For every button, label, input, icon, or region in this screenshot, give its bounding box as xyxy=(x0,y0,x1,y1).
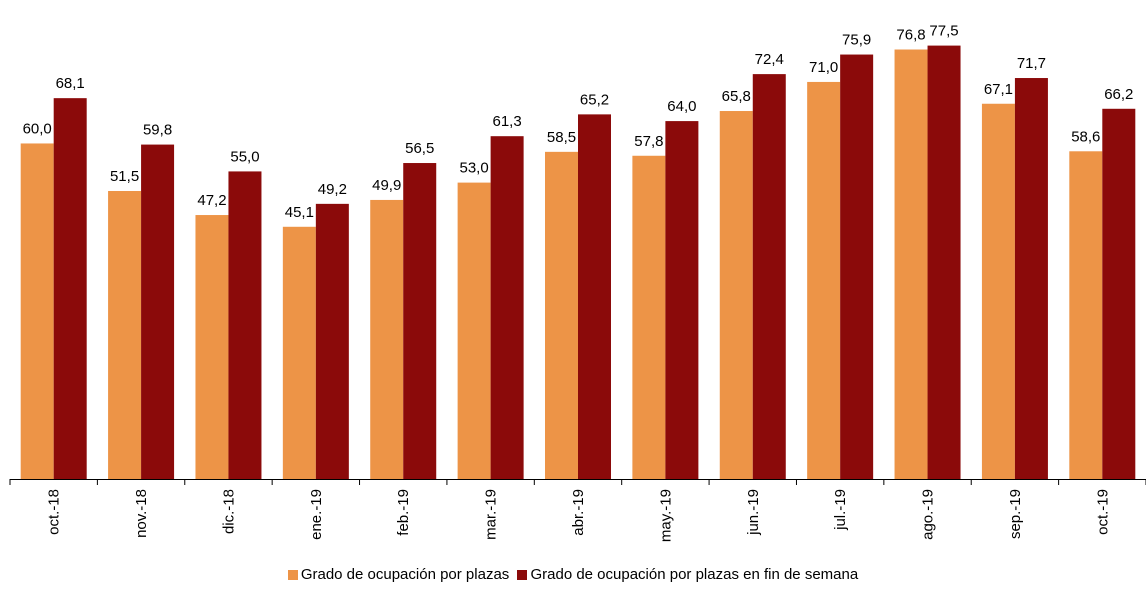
x-tick-label-11: sep.-19 xyxy=(1007,489,1024,539)
bar-fin-de-semana-0 xyxy=(53,98,87,479)
x-tick-label-0: oct.-18 xyxy=(46,489,63,535)
x-tick-label-3: ene.-19 xyxy=(308,489,325,540)
bar-fin-de-semana-11 xyxy=(1014,78,1048,480)
data-label-plazas-8: 65,8 xyxy=(722,88,751,105)
data-label-plazas-0: 60,0 xyxy=(23,120,52,137)
bar-plazas-5 xyxy=(457,182,491,479)
x-tick-label-6: abr.-19 xyxy=(570,489,587,536)
data-labels-group: 60,0 68,1 51,5 59,8 47,2 55,0 45,149,2 49,9 56,5… xyxy=(23,23,1134,221)
bar-fin-de-semana-8 xyxy=(752,74,786,479)
bar-fin-de-semana-3 xyxy=(315,203,349,479)
x-tick-label-2: dic.-18 xyxy=(220,489,237,534)
bar-plazas-8 xyxy=(719,111,753,480)
bar-plazas-3 xyxy=(282,226,316,479)
legend-item-plazas: Grado de ocupación por plazas xyxy=(287,566,510,583)
x-axis xyxy=(9,479,1146,485)
bar-plazas-7 xyxy=(632,155,666,479)
data-label-fin-de-semana-8: 72,4 xyxy=(755,51,784,68)
data-label-fin-de-semana-10: 77,5 xyxy=(929,23,958,40)
data-label-fin-de-semana-3: 49,2 xyxy=(318,181,347,198)
x-tick-label-1: nov.-18 xyxy=(133,489,150,538)
data-label-fin-de-semana-7: 64,0 xyxy=(667,98,696,115)
bar-fin-de-semana-1 xyxy=(141,144,175,479)
data-label-fin-de-semana-2: 55,0 xyxy=(230,148,259,165)
data-label-plazas-1: 51,5 xyxy=(110,168,139,185)
data-label-plazas-10: 76,8 xyxy=(896,27,925,44)
bar-plazas-1 xyxy=(108,190,142,479)
data-label-fin-de-semana-5: 61,3 xyxy=(493,113,522,130)
bar-fin-de-semana-4 xyxy=(403,163,437,479)
x-tick-label-5: mar.-19 xyxy=(483,489,500,540)
bar-fin-de-semana-6 xyxy=(578,114,611,479)
bars-group xyxy=(20,45,1136,480)
bar-plazas-6 xyxy=(545,151,578,479)
bar-plazas-9 xyxy=(807,81,841,479)
bar-fin-de-semana-7 xyxy=(665,121,699,479)
data-label-fin-de-semana-1: 59,8 xyxy=(143,122,172,139)
x-tick-label-12: oct.-19 xyxy=(1094,489,1111,535)
data-label-plazas-9: 71,0 xyxy=(809,59,838,76)
data-label-fin-de-semana-6: 65,2 xyxy=(580,91,609,108)
bar-plazas-12 xyxy=(1069,151,1103,479)
x-tick-label-9: jul.-19 xyxy=(832,489,849,531)
legend-label-plazas: Grado de ocupación por plazas xyxy=(300,566,510,583)
bar-fin-de-semana-5 xyxy=(490,136,524,479)
x-tick-labels: oct.-18 nov.-18 dic.-18 ene.-19 feb.-19 mar.-… xyxy=(46,489,1112,542)
data-label-plazas-3: 45,1 xyxy=(285,204,314,221)
bar-plazas-10 xyxy=(894,49,928,479)
data-label-plazas-7: 57,8 xyxy=(634,133,663,150)
data-label-fin-de-semana-11: 71,7 xyxy=(1017,55,1046,72)
bar-plazas-0 xyxy=(20,143,54,479)
data-label-plazas-6: 58,5 xyxy=(547,129,576,146)
data-label-fin-de-semana-12: 66,2 xyxy=(1104,86,1133,103)
legend-item-fin-de-semana: Grado de ocupación por plazas en fin de … xyxy=(517,566,858,583)
data-label-plazas-5: 53,0 xyxy=(460,160,489,177)
x-tick-label-10: ago.-19 xyxy=(920,489,937,540)
bar-fin-de-semana-2 xyxy=(228,171,262,479)
data-label-plazas-2: 47,2 xyxy=(197,192,226,209)
legend-label-fin-de-semana: Grado de ocupación por plazas en fin de … xyxy=(530,566,859,583)
bar-plazas-11 xyxy=(981,103,1015,479)
bar-fin-de-semana-10 xyxy=(927,45,961,480)
x-tick-label-8: jun.-19 xyxy=(745,489,762,536)
legend-swatch-plazas xyxy=(287,569,298,580)
legend: Grado de ocupación por plazas Grado de o… xyxy=(0,566,1146,584)
data-label-plazas-11: 67,1 xyxy=(984,81,1013,98)
bar-plazas-4 xyxy=(370,199,404,479)
x-tick-label-7: may.-19 xyxy=(657,489,674,542)
bar-fin-de-semana-9 xyxy=(840,54,874,479)
data-label-fin-de-semana-9: 75,9 xyxy=(842,32,871,49)
data-label-fin-de-semana-0: 68,1 xyxy=(56,75,85,92)
legend-swatch-fin-de-semana xyxy=(517,569,528,580)
bar-plazas-2 xyxy=(195,215,229,479)
bar-fin-de-semana-12 xyxy=(1102,108,1136,480)
x-tick-label-4: feb.-19 xyxy=(395,489,412,536)
data-label-plazas-12: 58,6 xyxy=(1071,128,1100,145)
data-label-plazas-4: 49,9 xyxy=(372,177,401,194)
data-label-fin-de-semana-4: 56,5 xyxy=(405,140,434,157)
